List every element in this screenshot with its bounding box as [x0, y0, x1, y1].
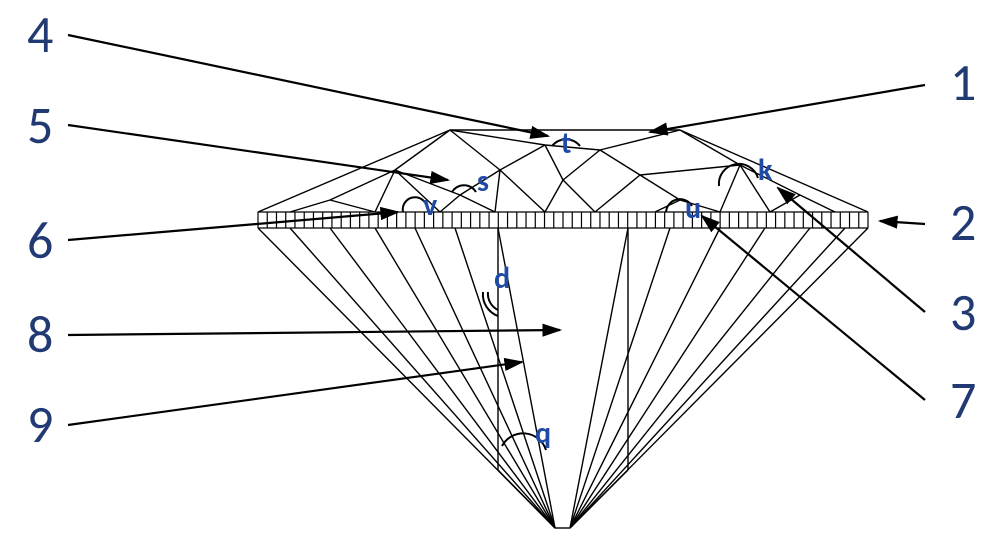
leader-l3	[778, 188, 925, 312]
num-3: 3	[950, 280, 976, 344]
diamond-diagram: t s v k u d q 1 2 3 4 5 6 7 8 9	[0, 0, 1000, 542]
number-labels: 1 2 3 4 5 6 7 8 9	[27, 2, 976, 456]
num-9: 9	[27, 392, 53, 456]
num-6: 6	[27, 208, 53, 272]
angle-arcs	[403, 139, 758, 450]
num-2: 2	[950, 190, 976, 254]
num-7: 7	[950, 368, 976, 432]
label-k: k	[758, 152, 773, 189]
pavilion	[258, 228, 868, 528]
leader-lines	[68, 35, 925, 425]
label-s: s	[477, 163, 489, 200]
leader-l2	[880, 221, 925, 224]
num-1: 1	[950, 50, 976, 114]
leader-l8	[68, 330, 560, 335]
leader-l5	[68, 125, 448, 180]
leader-l4	[68, 35, 548, 136]
leader-l7	[702, 216, 925, 400]
label-u: u	[685, 190, 701, 227]
leader-l1	[650, 85, 925, 132]
label-d: d	[494, 260, 510, 297]
label-t: t	[561, 125, 571, 162]
num-8: 8	[27, 302, 53, 366]
leader-l6	[68, 212, 398, 240]
num-4: 4	[27, 2, 53, 66]
girdle-ticks	[267, 212, 859, 228]
label-q: q	[535, 415, 551, 452]
num-5: 5	[27, 93, 53, 157]
label-v: v	[423, 187, 438, 224]
